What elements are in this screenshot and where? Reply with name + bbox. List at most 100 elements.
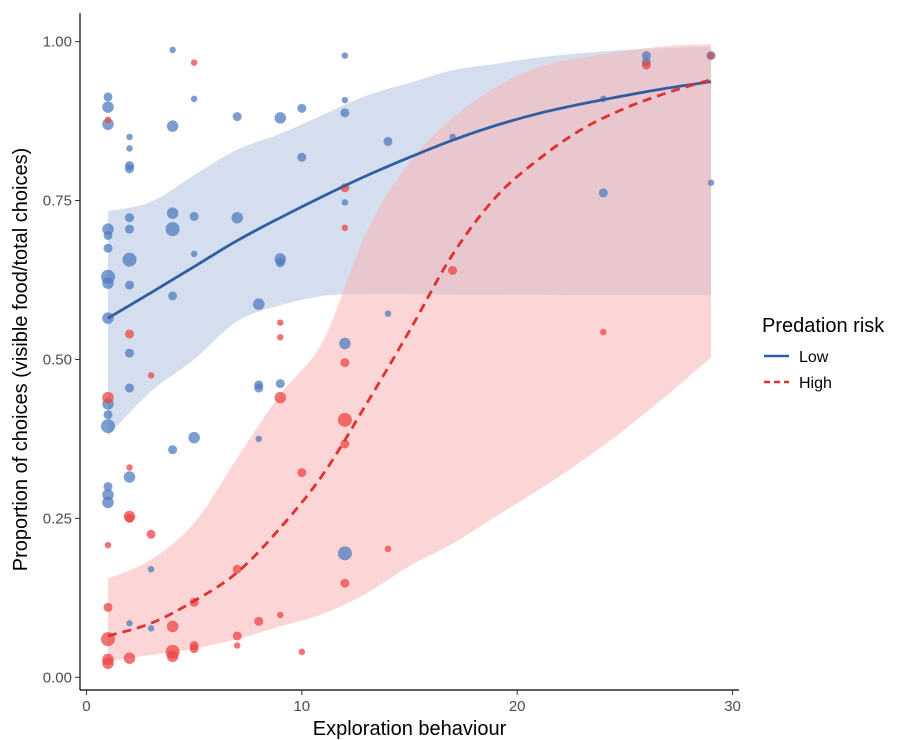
point-low-47 (275, 258, 285, 268)
point-high-20 (189, 644, 199, 654)
y-tick-label: 0.00 (43, 669, 72, 686)
point-low-58 (384, 310, 392, 317)
point-low-45 (274, 112, 287, 124)
point-high-11 (123, 652, 136, 664)
point-low-5 (103, 243, 113, 253)
point-low-65 (707, 179, 715, 186)
point-low-62 (641, 51, 651, 61)
point-low-40 (231, 211, 243, 224)
point-low-51 (341, 52, 349, 59)
point-low-26 (126, 620, 133, 627)
point-low-49 (297, 103, 307, 113)
point-low-33 (168, 291, 178, 301)
point-low-34 (168, 445, 178, 455)
point-low-22 (125, 280, 135, 290)
point-low-20 (125, 224, 135, 234)
point-low-24 (125, 383, 135, 393)
point-high-32 (341, 224, 349, 232)
point-high-14 (166, 620, 179, 633)
point-low-35 (190, 95, 198, 103)
point-high-23 (233, 642, 241, 649)
point-low-11 (100, 419, 115, 434)
point-low-43 (254, 383, 264, 393)
point-high-0 (104, 116, 112, 124)
point-low-55 (339, 337, 351, 350)
point-low-44 (255, 435, 262, 443)
point-low-39 (232, 112, 242, 122)
point-high-37 (384, 545, 392, 553)
point-low-56 (337, 546, 352, 561)
point-high-24 (254, 616, 264, 626)
point-high-13 (146, 529, 156, 539)
point-high-10 (125, 513, 135, 523)
point-low-53 (340, 108, 350, 118)
y-tick-label: 0.75 (43, 193, 72, 210)
point-low-31 (166, 207, 179, 219)
fit-line-low (107, 80, 712, 320)
point-high-34 (337, 412, 352, 427)
point-high-40 (641, 60, 651, 70)
point-low-0 (103, 92, 113, 102)
y-axis-title: Proportion of choices (visible food/tota… (10, 148, 32, 572)
point-high-12 (147, 372, 155, 379)
point-high-35 (340, 439, 350, 449)
point-low-19 (125, 213, 135, 223)
point-low-25 (123, 471, 136, 483)
point-high-17 (190, 59, 198, 66)
point-low-41 (252, 298, 265, 310)
x-axis-title: Exploration behaviour (313, 718, 507, 740)
axes: 0 10 20 30 0.00 0.25 0.50 0.75 1.00 (43, 13, 741, 715)
point-low-57 (383, 136, 393, 146)
point-high-7 (125, 329, 135, 339)
point-low-36 (189, 211, 199, 221)
point-low-1 (102, 101, 114, 113)
point-high-25 (277, 319, 284, 326)
point-low-3 (102, 223, 114, 235)
legend-label-high: High (799, 375, 832, 392)
point-low-30 (166, 120, 179, 132)
x-tick-label: 20 (509, 698, 526, 715)
point-high-29 (297, 468, 307, 478)
point-low-61 (598, 188, 608, 198)
point-high-27 (274, 391, 287, 404)
x-tick-label: 30 (724, 698, 741, 715)
point-low-23 (125, 348, 135, 358)
point-low-10 (103, 410, 113, 420)
ci-band-high (107, 44, 712, 662)
point-high-38 (448, 265, 458, 275)
legend-label-low: Low (799, 349, 829, 366)
x-tick-label: 0 (82, 698, 90, 715)
point-high-41 (707, 52, 715, 59)
confidence-bands (107, 44, 712, 662)
point-low-54 (341, 199, 349, 206)
point-low-50 (297, 152, 307, 162)
point-high-3 (103, 602, 113, 612)
legend-title: Predation risk (762, 315, 885, 337)
point-low-48 (275, 379, 285, 389)
point-low-16 (126, 145, 133, 152)
point-high-28 (277, 611, 284, 619)
point-low-27 (147, 565, 155, 573)
point-high-8 (126, 464, 133, 471)
point-low-38 (188, 431, 200, 444)
fit-lines (107, 78, 712, 638)
point-low-7 (102, 277, 114, 289)
point-low-37 (190, 250, 198, 258)
point-high-16 (166, 650, 179, 663)
point-low-14 (102, 496, 114, 509)
point-high-6 (102, 657, 114, 670)
fit-line-high (107, 78, 712, 638)
point-low-4 (103, 230, 113, 240)
y-tick-label: 0.25 (43, 510, 72, 527)
point-low-29 (169, 46, 176, 54)
point-high-2 (104, 541, 112, 549)
y-axis-ticks: 0.00 0.25 0.50 0.75 1.00 (43, 34, 80, 686)
point-low-21 (122, 252, 137, 267)
x-tick-label: 10 (293, 698, 310, 715)
point-high-21 (232, 564, 242, 574)
point-high-26 (277, 333, 284, 341)
point-high-1 (102, 391, 114, 404)
point-low-52 (341, 96, 349, 104)
point-low-28 (147, 625, 155, 632)
